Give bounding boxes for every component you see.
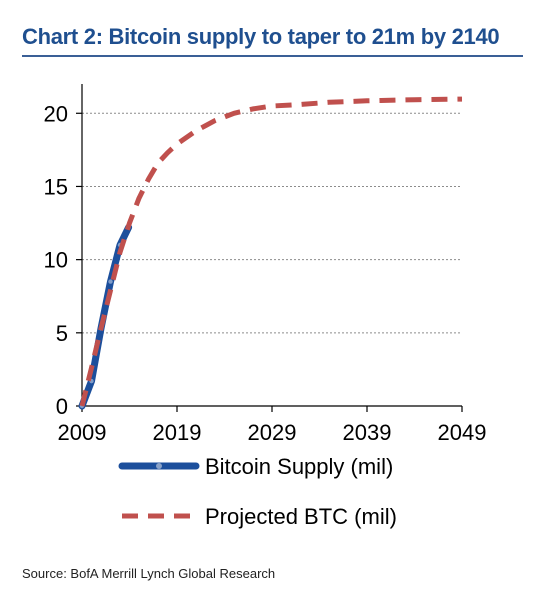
legend-label-bitcoin-supply: Bitcoin Supply (mil) bbox=[205, 454, 393, 479]
x-tick-label: 2019 bbox=[153, 420, 202, 445]
legend-marker bbox=[156, 463, 162, 469]
legend-label-projected-btc: Projected BTC (mil) bbox=[205, 504, 397, 529]
series-line-projected-btc bbox=[79, 96, 463, 407]
x-tick-label: 2039 bbox=[343, 420, 392, 445]
tick-labels: 0 5 10 15 20 2009 2019 2029 2039 2049 bbox=[44, 101, 487, 445]
title-divider bbox=[22, 55, 523, 57]
x-tick-label: 2049 bbox=[438, 420, 487, 445]
chart-title: Chart 2: Bitcoin supply to taper to 21m … bbox=[22, 24, 500, 49]
gridlines bbox=[82, 112, 462, 334]
axes bbox=[76, 84, 463, 412]
series-lines bbox=[78, 96, 463, 410]
x-tick-label: 2029 bbox=[248, 420, 297, 445]
x-tick-label: 2009 bbox=[58, 420, 107, 445]
y-tick-label: 20 bbox=[44, 101, 68, 126]
data-point bbox=[108, 279, 113, 284]
legend: Bitcoin Supply (mil) Projected BTC (mil) bbox=[118, 454, 397, 529]
y-tick-label: 15 bbox=[44, 174, 68, 199]
y-tick-label: 5 bbox=[56, 321, 68, 346]
source-note: Source: BofA Merrill Lynch Global Resear… bbox=[22, 566, 276, 581]
y-tick-label: 10 bbox=[44, 248, 68, 273]
y-tick-label: 0 bbox=[56, 394, 68, 419]
